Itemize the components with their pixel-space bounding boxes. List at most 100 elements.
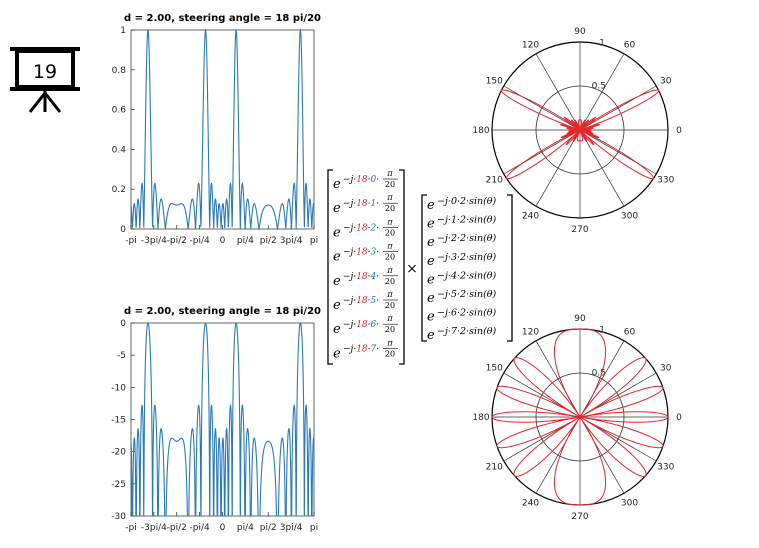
angle-label: 180 — [472, 126, 489, 136]
svg-text:−j·5·2·sin(θ): −j·5·2·sin(θ) — [437, 289, 497, 300]
angle-label: 30 — [660, 364, 672, 374]
y-tick-label: -20 — [111, 448, 126, 458]
pattern-line — [130, 28, 315, 231]
svg-text:π: π — [386, 314, 393, 323]
svg-text:−j·18·5·: −j·18·5· — [343, 296, 379, 306]
x-tick-label: 3pi/4 — [280, 523, 303, 533]
angle-label: 90 — [574, 27, 586, 37]
svg-text:π: π — [386, 193, 393, 202]
svg-text:e: e — [333, 346, 341, 361]
steering-vector-entry: e −j·18·3· π 20 — [333, 242, 398, 265]
svg-text:−j·18·6·: −j·18·6· — [343, 320, 379, 330]
x-tick-label: -pi — [125, 523, 136, 533]
angle-label: 120 — [522, 327, 539, 337]
svg-text:e: e — [333, 250, 341, 265]
svg-text:e: e — [427, 310, 435, 325]
angle-label: 120 — [522, 40, 539, 50]
svg-text:−j·7·2·sin(θ): −j·7·2·sin(θ) — [437, 326, 497, 337]
svg-text:−j·2·2·sin(θ): −j·2·2·sin(θ) — [437, 233, 497, 244]
x-tick-label: 0 — [220, 236, 226, 246]
angle-label: 0 — [676, 126, 682, 136]
angle-label: 240 — [522, 212, 539, 222]
presentation-screen-icon — [10, 47, 80, 113]
svg-text:e: e — [333, 177, 341, 192]
plot-area — [130, 29, 315, 230]
svg-text:20: 20 — [385, 228, 395, 237]
svg-text:e: e — [427, 328, 435, 343]
radial-label: 1 — [599, 325, 605, 335]
angle-label: 30 — [660, 77, 672, 87]
multiply-sign: × — [406, 261, 418, 277]
svg-text:e: e — [333, 225, 341, 240]
svg-text:−j·6·2·sin(θ): −j·6·2·sin(θ) — [437, 308, 497, 319]
angle-label: 300 — [621, 499, 638, 509]
svg-text:π: π — [386, 217, 393, 226]
polar-pattern-line — [491, 328, 669, 506]
array-vector-entry: e −j·1·2·sin(θ) — [427, 215, 497, 232]
svg-text:20: 20 — [385, 253, 395, 262]
slide-badge: 19 — [10, 47, 80, 113]
slide-number: 19 — [33, 61, 57, 83]
svg-text:π: π — [386, 290, 393, 299]
y-tick-label: 0.6 — [112, 106, 127, 116]
angle-label: 240 — [522, 499, 539, 509]
angle-label: 60 — [624, 40, 636, 50]
polar-pattern-line — [500, 89, 660, 180]
array-vector-entry: e −j·0·2·sin(θ) — [427, 196, 497, 213]
y-tick-label: 1 — [120, 26, 126, 36]
svg-text:−j·18·0·: −j·18·0· — [343, 175, 379, 185]
y-tick-label: 0.2 — [112, 185, 126, 195]
x-tick-label: pi/2 — [260, 236, 277, 246]
svg-text:20: 20 — [385, 349, 395, 358]
svg-text:π: π — [386, 338, 393, 347]
steering-vector-entry: e −j·18·1· π 20 — [333, 193, 398, 216]
svg-text:π: π — [386, 169, 393, 178]
polar-spoke — [503, 85, 657, 175]
svg-text:e: e — [333, 201, 341, 216]
x-tick-label: pi/4 — [237, 523, 254, 533]
y-tick-label: 0.8 — [112, 66, 127, 76]
svg-text:−j·18·3·: −j·18·3· — [343, 248, 379, 258]
plot-area — [130, 322, 315, 517]
x-tick-label: pi/2 — [260, 523, 277, 533]
x-tick-label: -pi/2 — [167, 236, 187, 246]
svg-text:e: e — [427, 272, 435, 287]
x-tick-label: -pi — [125, 236, 136, 246]
angle-label: 300 — [621, 212, 638, 222]
svg-text:π: π — [386, 266, 393, 275]
y-tick-label: 0.4 — [112, 145, 127, 155]
svg-text:−j·3·2·sin(θ): −j·3·2·sin(θ) — [437, 252, 497, 263]
x-tick-label: pi — [310, 523, 318, 533]
svg-text:−j·1·2·sin(θ): −j·1·2·sin(θ) — [437, 215, 497, 226]
array-vector-entry: e −j·2·2·sin(θ) — [427, 233, 497, 250]
svg-text:−j·18·4·: −j·18·4· — [343, 272, 379, 282]
db-pattern-chart: d = 2.00, steering angle = 18 pi/20 0 -5 -1… — [111, 306, 321, 533]
svg-text:20: 20 — [385, 301, 395, 310]
angle-label: 150 — [486, 77, 503, 87]
steering-vector-entry: e −j·18·5· π 20 — [333, 290, 398, 313]
angle-label: 180 — [472, 413, 489, 423]
matrix-bracket-right — [399, 169, 405, 365]
y-tick-label: 0 — [120, 319, 126, 329]
svg-text:e: e — [427, 291, 435, 306]
chart-title: d = 2.00, steering angle = 18 pi/20 — [124, 13, 321, 24]
svg-text:π: π — [386, 242, 393, 251]
steering-vector-entry: e −j·18·0· π 20 — [333, 169, 398, 192]
angle-label: 150 — [486, 364, 503, 374]
steering-vector-entry: e −j·18·7· π 20 — [333, 338, 398, 361]
x-tick-label: -3pi/4 — [141, 523, 167, 533]
angle-label: 330 — [657, 176, 674, 186]
angle-label: 210 — [486, 176, 503, 186]
array-vector-entry: e −j·6·2·sin(θ) — [427, 308, 497, 325]
y-tick-label: -10 — [111, 383, 126, 393]
svg-text:e: e — [427, 235, 435, 250]
radial-label: 1 — [599, 38, 605, 48]
svg-text:e: e — [427, 198, 435, 213]
y-tick-label: -30 — [111, 512, 126, 522]
y-tick-label: -15 — [111, 416, 126, 426]
steering-vector-entry: e −j·18·6· π 20 — [333, 314, 398, 337]
angle-label: 0 — [676, 413, 682, 423]
angle-label: 210 — [486, 463, 503, 473]
